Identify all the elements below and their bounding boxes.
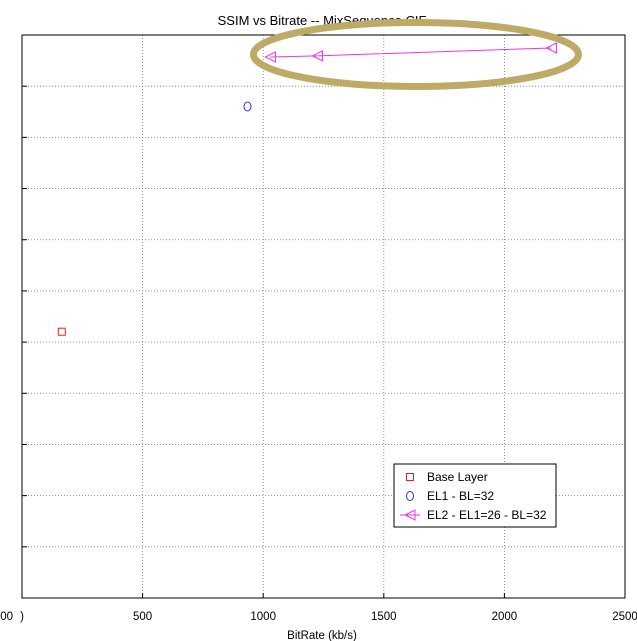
x-tick-label-stub: 500	[0, 611, 13, 623]
series-group	[264, 42, 557, 63]
data-point	[311, 50, 323, 62]
grid	[22, 35, 625, 598]
legend-label: EL2 - EL1=26 - BL=32	[427, 508, 547, 522]
plot-frame	[21, 34, 626, 599]
data-point	[545, 42, 557, 54]
x-tick-label: 1500	[371, 611, 397, 623]
annotation	[249, 18, 582, 90]
series-line	[270, 47, 552, 58]
legend: Base Layer EL1 - BL=32 EL2 - EL1=26 - BL=3…	[393, 463, 557, 528]
series-group	[243, 101, 252, 112]
x-tick-label: 2500	[612, 611, 637, 623]
axis-ticks: ) 500 1000 1500 2000 2500 500	[0, 85, 637, 623]
x-tick-label: )	[20, 611, 24, 623]
data-point	[57, 327, 66, 336]
x-tick-label: 500	[133, 611, 152, 623]
legend-marker	[406, 473, 414, 481]
highlight-ellipse	[249, 18, 582, 90]
series-group	[57, 327, 66, 336]
data-series	[57, 42, 557, 336]
data-point	[264, 51, 276, 63]
data-point	[243, 101, 252, 112]
x-tick-label: 2000	[492, 611, 518, 623]
x-tick-label: 1000	[250, 611, 276, 623]
legend-marker	[406, 491, 414, 501]
x-axis-label: BitRate (kb/s)	[287, 630, 357, 641]
legend-label: EL1 - BL=32	[427, 489, 494, 503]
legend-marker	[403, 509, 416, 521]
legend-box	[393, 463, 557, 528]
legend-label: Base Layer	[427, 470, 488, 484]
